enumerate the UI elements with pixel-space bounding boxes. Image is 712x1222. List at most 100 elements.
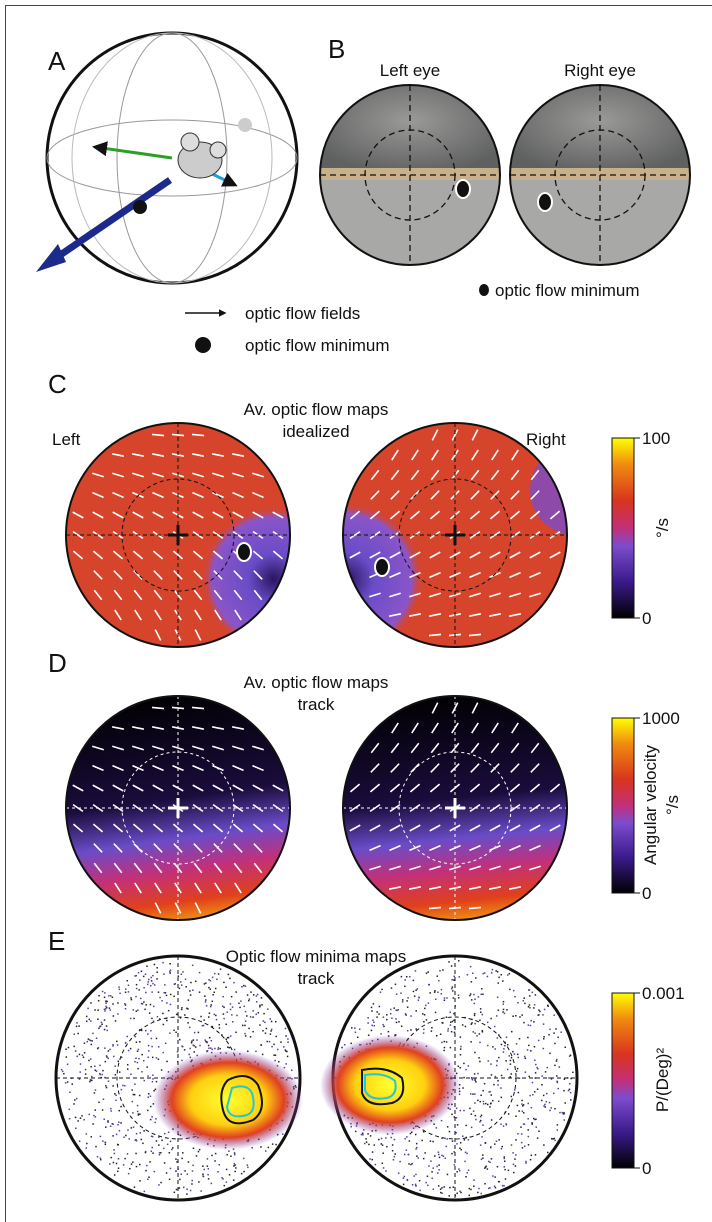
density-dot — [443, 1040, 446, 1043]
density-dot — [398, 1020, 400, 1023]
flow-arrow — [490, 469, 500, 481]
density-dot — [120, 1056, 123, 1059]
density-dot — [184, 1170, 186, 1172]
density-dot — [158, 1136, 160, 1138]
colorbar-tick: 0.001 — [642, 984, 685, 1003]
density-dot — [556, 1075, 558, 1077]
panel-title: Optic flow minima maps — [226, 947, 406, 966]
density-dot — [399, 1160, 401, 1163]
density-dot — [477, 1099, 479, 1102]
density-dot — [95, 1037, 98, 1040]
density-dot — [204, 1001, 207, 1003]
density-dot — [112, 1161, 115, 1164]
density-dot — [554, 1042, 556, 1045]
density-dot — [130, 1127, 133, 1129]
density-dot — [490, 1119, 493, 1121]
density-dot — [448, 961, 450, 963]
density-dot — [437, 1172, 439, 1174]
density-dot — [543, 1144, 545, 1146]
density-dot — [178, 1187, 181, 1189]
density-dot — [136, 1110, 139, 1113]
density-dot — [175, 1013, 178, 1016]
flow-arrow — [509, 803, 521, 813]
density-dot — [510, 1030, 513, 1033]
density-dot — [283, 1046, 285, 1048]
density-dot — [492, 1175, 494, 1177]
density-dot — [434, 989, 436, 992]
density-dot — [169, 1140, 172, 1143]
density-dot — [350, 1042, 352, 1045]
density-dot — [206, 1165, 209, 1167]
flow-arrow — [530, 763, 540, 773]
density-dot — [430, 1030, 433, 1032]
density-dot — [180, 973, 183, 976]
density-dot — [409, 1132, 412, 1135]
density-dot — [152, 1020, 155, 1022]
density-dot — [217, 973, 220, 975]
flow-arrow — [154, 902, 162, 914]
flow-arrow — [192, 530, 204, 540]
density-dot — [408, 1163, 410, 1165]
density-dot — [523, 1021, 525, 1024]
density-dot — [118, 1109, 120, 1112]
flow-arrow — [212, 823, 224, 833]
flow-arrow — [489, 551, 501, 559]
density-dot — [529, 995, 531, 997]
density-dot — [493, 1083, 495, 1086]
density-dot — [152, 982, 154, 985]
flow-arrow — [152, 784, 164, 792]
flow-arrow — [389, 824, 401, 832]
flow-arrow — [112, 472, 124, 478]
density-dot — [422, 1131, 425, 1133]
density-dot — [167, 1131, 170, 1134]
flow-arrow — [213, 862, 223, 874]
density-dot — [85, 1015, 88, 1018]
density-dot — [519, 1016, 521, 1018]
flow-arrow — [469, 530, 481, 540]
density-dot — [235, 1031, 237, 1034]
density-dot — [449, 1046, 452, 1049]
density-dot — [147, 1044, 150, 1047]
density-dot — [490, 1102, 492, 1104]
density-dot — [178, 987, 181, 990]
density-dot — [132, 1112, 134, 1114]
density-dot — [468, 1194, 470, 1197]
flow-arrow — [192, 745, 204, 751]
flow-arrow — [234, 609, 242, 621]
density-dot — [433, 1123, 435, 1125]
density-dot — [419, 1189, 421, 1192]
frame — [5, 5, 712, 1222]
density-dot — [238, 1002, 240, 1005]
density-dot — [205, 999, 207, 1001]
flow-arrow — [389, 844, 401, 852]
flow-arrow — [233, 843, 243, 853]
density-dot — [93, 1114, 95, 1117]
density-dot — [197, 1031, 200, 1034]
density-dot — [188, 1053, 190, 1056]
density-dot — [134, 1060, 136, 1063]
density-dot — [502, 1051, 505, 1053]
density-dot — [466, 1152, 468, 1155]
density-dot — [473, 1179, 475, 1181]
density-dot — [486, 1168, 489, 1170]
flow-arrow — [369, 865, 381, 871]
density-dot — [480, 1158, 483, 1161]
density-dot — [475, 1118, 477, 1121]
flow-arrow — [132, 550, 144, 560]
density-dot — [418, 1179, 421, 1182]
density-dot — [232, 1179, 235, 1181]
density-dot — [373, 1021, 375, 1024]
density-dot — [276, 1048, 279, 1051]
flow-arrow — [193, 862, 203, 874]
density-dot — [452, 1012, 455, 1015]
density-dot — [455, 1107, 458, 1110]
density-dot — [91, 1040, 93, 1042]
density-dot — [536, 1088, 539, 1091]
density-dot — [187, 999, 190, 1001]
density-dot — [426, 1175, 429, 1178]
density-dot — [99, 1064, 101, 1067]
density-dot — [244, 985, 247, 987]
density-dot — [225, 1181, 228, 1183]
density-dot — [275, 1020, 277, 1023]
density-dot — [164, 1042, 167, 1045]
